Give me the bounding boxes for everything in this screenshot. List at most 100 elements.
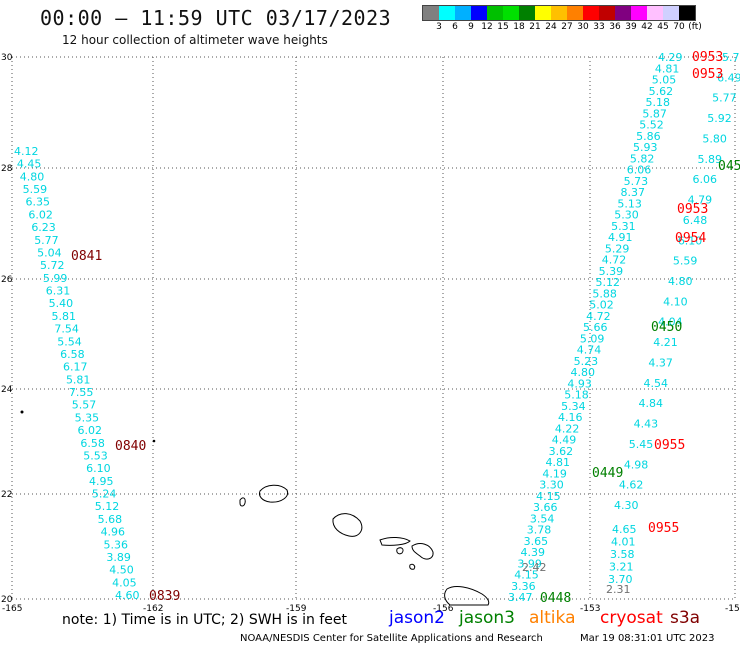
wave-height-label: 4.96 — [101, 526, 126, 539]
wave-height-label: 3.62 — [549, 445, 574, 458]
pass-time-label: 0954 — [675, 231, 706, 246]
legend-swatch — [503, 6, 519, 20]
wave-height-label: 5.12 — [95, 500, 120, 513]
pass-time-label: 0953 — [692, 50, 723, 65]
island-maui — [411, 543, 434, 560]
wave-height-label: 5.88 — [592, 287, 617, 300]
wave-height-label: 5.87 — [642, 107, 667, 120]
credit-text: NOAA/NESDIS Center for Satellite Applica… — [240, 633, 543, 644]
wave-height-label: 2.31 — [606, 583, 631, 596]
wave-height-label: 4.81 — [546, 456, 571, 469]
wave-height-label: 5.68 — [98, 513, 123, 526]
wave-height-label: 5.54 — [57, 335, 82, 348]
legend-swatch — [583, 6, 599, 20]
wave-height-label: 5.09 — [580, 332, 605, 345]
wave-height-label: 4.37 — [648, 356, 673, 369]
pass-time-label: 0841 — [71, 249, 102, 264]
wave-height-label: 7.54 — [54, 323, 79, 336]
legend-tick-label: 33 — [593, 22, 605, 32]
legend-swatch — [471, 6, 487, 20]
wave-height-label: 4.60 — [115, 589, 140, 602]
latitude-label: 26 — [1, 275, 13, 285]
legend-tick-label: 45 — [657, 22, 669, 32]
legend-swatch — [439, 6, 455, 20]
wave-height-label: 5.89 — [697, 153, 722, 166]
wave-height-label: 5.52 — [639, 119, 664, 132]
wave-height-label: 5.13 — [617, 197, 642, 210]
legend-tick-label: 9 — [468, 22, 474, 32]
wave-height-label: 5.77 — [712, 92, 737, 105]
generated-timestamp: Mar 19 08:31:01 UTC 2023 — [580, 633, 715, 644]
satellite-legend-item: jason2 — [389, 608, 445, 628]
legend-tick-label: 12 — [481, 22, 493, 32]
hawaiian-islands — [239, 484, 490, 606]
wave-height-label: 5.72 — [40, 259, 65, 272]
island-kahoolawe — [409, 563, 416, 570]
longitude-label: -162 — [143, 604, 163, 614]
wave-height-label: 6.17 — [63, 361, 88, 374]
legend-swatch — [631, 6, 647, 20]
wave-height-label: 5.05 — [652, 74, 677, 87]
wave-height-label: 3.54 — [530, 512, 555, 525]
wave-height-label: 5.81 — [52, 310, 76, 323]
satellite-legend-item: altika — [529, 608, 576, 628]
latitude-label: 22 — [1, 490, 12, 500]
wave-height-label: 3.47 — [508, 591, 533, 604]
wave-height-label: 3.70 — [608, 573, 633, 586]
pass-time-label: 0953 — [692, 67, 723, 82]
latitude-label: 20 — [1, 595, 13, 605]
wave-height-label: 6.31 — [46, 285, 71, 298]
wave-height-label: 4.01 — [611, 536, 636, 549]
pass-time-label: 0955 — [654, 438, 685, 453]
wave-height-label: 3.99 — [517, 557, 542, 570]
wave-height-label: 4.54 — [643, 377, 668, 390]
wave-height-label: 4.72 — [602, 254, 627, 267]
legend-tick-label: 15 — [497, 22, 509, 32]
longitude-label: -15 — [725, 604, 740, 614]
wave-height-label: 5.62 — [649, 85, 674, 98]
legend-tick-label: 3 — [436, 22, 442, 32]
wave-height-label: 6.02 — [28, 208, 53, 221]
wave-height-label: 5.04 — [37, 246, 62, 259]
wave-height-label: 4.72 — [586, 310, 611, 323]
longitude-label: -159 — [286, 604, 307, 614]
map-subtitle: 12 hour collection of altimeter wave hei… — [62, 33, 328, 47]
wave-height-label: 6.02 — [77, 424, 102, 437]
legend-tick-label: 21 — [529, 22, 541, 32]
longitude-label: -153 — [580, 604, 600, 614]
satellite-legend-item: cryosat — [600, 608, 663, 628]
satellite-legend-item: jason3 — [459, 608, 515, 628]
altimeter-tracks: 4.124.454.805.596.356.026.235.775.045.72… — [14, 50, 740, 606]
map-marks — [20, 410, 156, 443]
wave-height-label: 6.10 — [678, 234, 703, 247]
longitude-label: -156 — [433, 604, 454, 614]
wave-height-label: 5.02 — [589, 299, 614, 312]
wave-height-label: 5.7 — [722, 51, 740, 64]
wave-height-label: 3.66 — [533, 501, 558, 514]
wave-height-label: 4.30 — [614, 499, 639, 512]
wave-height-label: 5.59 — [673, 255, 698, 268]
wave-height-label: 4.98 — [624, 458, 649, 471]
legend-swatch — [567, 6, 583, 20]
wave-height-label: 5.57 — [72, 399, 97, 412]
wave-height-label: 6.06 — [627, 164, 652, 177]
wave-height-label: 4.80 — [20, 170, 45, 183]
wave-height-label: 4.79 — [688, 194, 713, 207]
footer-note: note: 1) Time is in UTC; 2) SWH is in fe… — [62, 612, 348, 628]
wave-height-label: 6.58 — [80, 437, 105, 450]
wave-height-label: 6.48 — [683, 214, 708, 227]
longitude-label: -165 — [2, 604, 22, 614]
wave-height-label: 4.49 — [552, 434, 577, 447]
legend-tick-label: (ft) — [688, 22, 702, 32]
legend-swatch — [455, 6, 471, 20]
legend-tick-label: 39 — [625, 22, 637, 32]
island-kauai — [259, 484, 289, 503]
wave-height-label: 5.82 — [630, 152, 655, 165]
wave-height-label: 4.81 — [655, 62, 680, 75]
wave-height-label: 4.29 — [658, 51, 683, 64]
legend-ticks: 3 6 9 12 15 18 21 24 27 30 33 36 39 42 45 70 (ft) — [422, 21, 702, 33]
map-title: 00:00 — 11:59 UTC 03/17/2023 — [40, 6, 392, 30]
legend-tick-label: 24 — [545, 22, 557, 32]
legend-swatch — [551, 6, 567, 20]
legend-swatch — [423, 6, 439, 20]
